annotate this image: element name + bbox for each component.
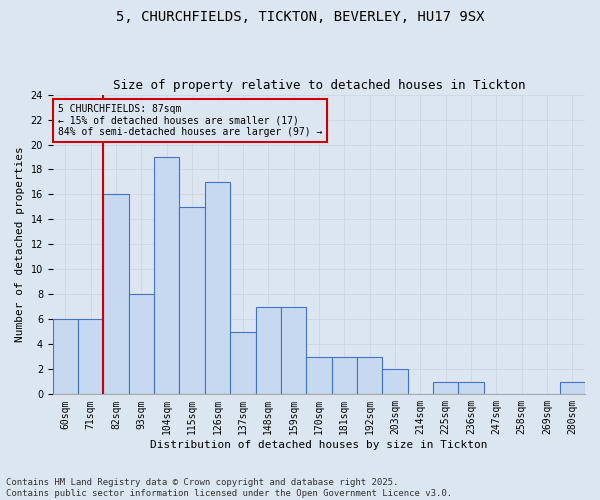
Bar bbox=[332, 357, 357, 395]
Bar bbox=[230, 332, 256, 394]
Text: 5 CHURCHFIELDS: 87sqm
← 15% of detached houses are smaller (17)
84% of semi-deta: 5 CHURCHFIELDS: 87sqm ← 15% of detached … bbox=[58, 104, 322, 136]
Bar bbox=[458, 382, 484, 394]
Bar bbox=[53, 320, 78, 394]
Bar bbox=[103, 194, 129, 394]
Bar bbox=[382, 370, 407, 394]
Text: 5, CHURCHFIELDS, TICKTON, BEVERLEY, HU17 9SX: 5, CHURCHFIELDS, TICKTON, BEVERLEY, HU17… bbox=[116, 10, 484, 24]
Bar bbox=[560, 382, 585, 394]
Bar bbox=[357, 357, 382, 395]
Y-axis label: Number of detached properties: Number of detached properties bbox=[15, 146, 25, 342]
Bar bbox=[129, 294, 154, 394]
Bar bbox=[78, 320, 103, 394]
Bar bbox=[205, 182, 230, 394]
Bar bbox=[154, 157, 179, 394]
Bar bbox=[281, 307, 306, 394]
X-axis label: Distribution of detached houses by size in Tickton: Distribution of detached houses by size … bbox=[150, 440, 488, 450]
Title: Size of property relative to detached houses in Tickton: Size of property relative to detached ho… bbox=[113, 79, 525, 92]
Bar bbox=[306, 357, 332, 395]
Text: Contains HM Land Registry data © Crown copyright and database right 2025.
Contai: Contains HM Land Registry data © Crown c… bbox=[6, 478, 452, 498]
Bar bbox=[433, 382, 458, 394]
Bar bbox=[179, 207, 205, 394]
Bar bbox=[256, 307, 281, 394]
